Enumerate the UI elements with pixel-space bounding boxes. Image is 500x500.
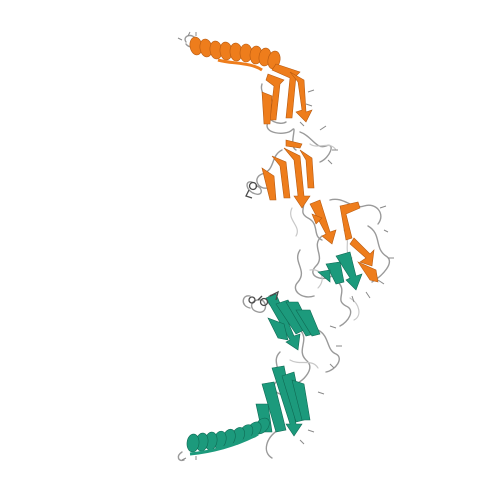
ligand-sticks: [245, 181, 279, 307]
chain-a-sheet-2: [261, 139, 315, 209]
chain-a-helix-trail: [217, 58, 263, 72]
chain-b-sheet-2: [265, 293, 321, 351]
chain-a-sheet-1: [261, 63, 313, 125]
side-chains: [177, 31, 394, 461]
chain-a-sheet-3: [309, 199, 379, 283]
coil-backbone: [177, 34, 391, 462]
chain-b-helix-trail: [189, 432, 259, 456]
chain-a-orange: [189, 36, 379, 283]
chain-a-helix: [189, 36, 281, 70]
chain-b-sheet-1: [317, 251, 363, 291]
chain-b-teal: [186, 251, 363, 456]
